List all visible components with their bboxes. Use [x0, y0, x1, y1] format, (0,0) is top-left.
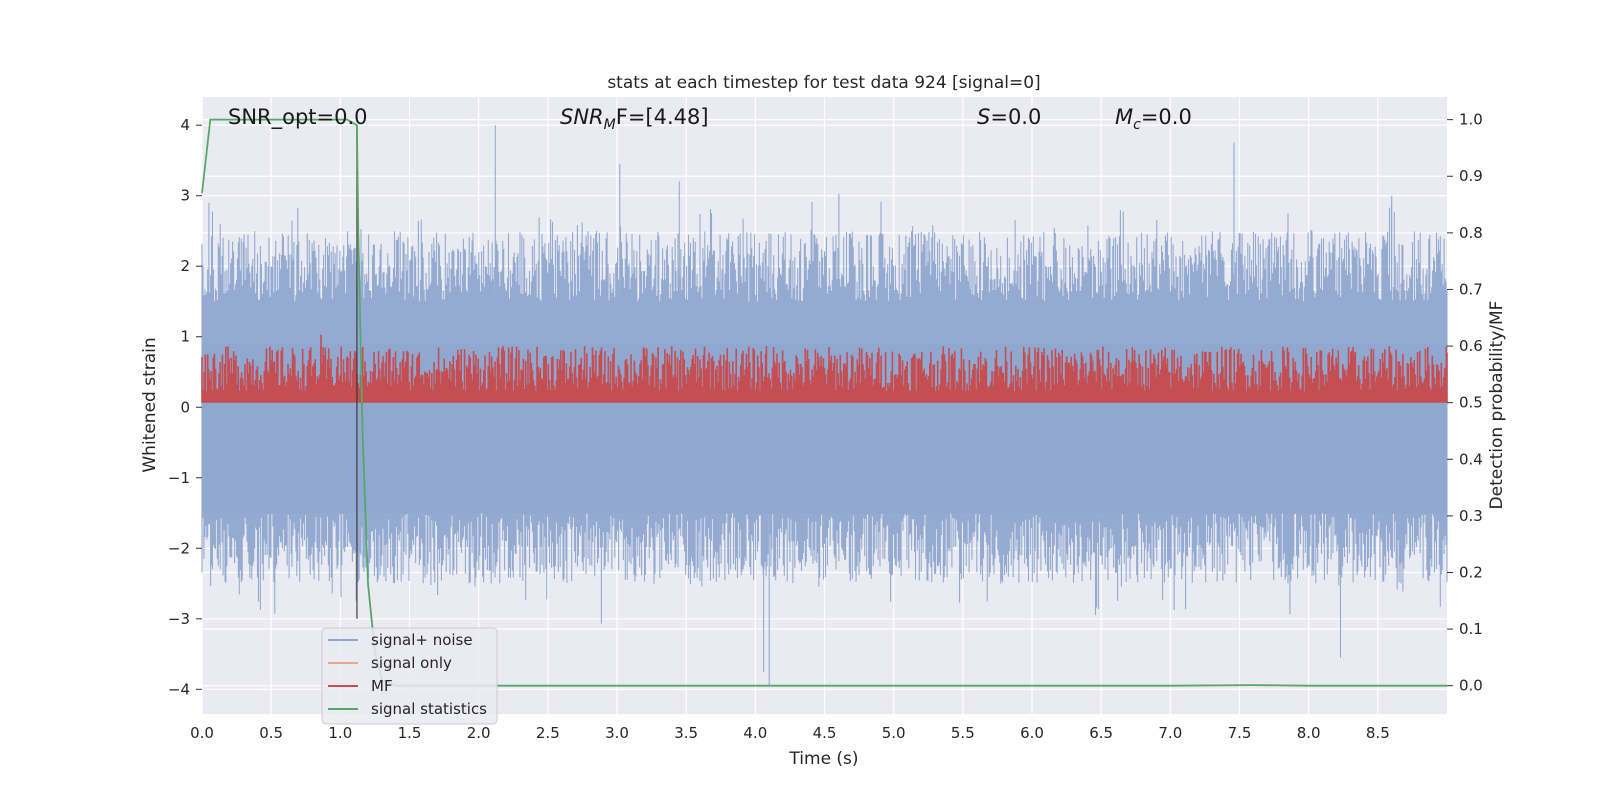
y-tick-label: −1 [168, 469, 190, 487]
x-tick-label: 1.0 [328, 724, 352, 742]
y-axis-label: Whitened strain [140, 337, 160, 472]
y2-axis-ticks: 0.0 0.1 0.2 0.3 0.4 0.5 0.6 0.7 0.8 0.9 1.0 [1447, 111, 1483, 695]
x-tick-label: 3.0 [605, 724, 629, 742]
legend-label-signal-only: signal only [371, 654, 452, 672]
y2-axis-label: Detection probability/MF [1487, 301, 1507, 510]
annotation-snr-mf-sub: M [604, 117, 616, 133]
mf-trace [201, 334, 1448, 403]
y2-tick-label: 0.8 [1459, 224, 1483, 242]
annotation-s-value: =0.0 [990, 105, 1041, 129]
x-tick-label: 0.5 [259, 724, 283, 742]
x-tick-label: 2.5 [536, 724, 560, 742]
y2-tick-label: 0.6 [1459, 337, 1483, 355]
x-tick-label: 5.5 [951, 724, 975, 742]
x-tick-label: 2.0 [467, 724, 491, 742]
annotation-mc-sub: c [1133, 117, 1141, 133]
annotation-mc-label: M [1115, 105, 1133, 129]
annotation-snr-mf-main: SNR [560, 105, 604, 129]
y2-tick-label: 1.0 [1459, 111, 1483, 129]
y-tick-label: −2 [168, 539, 190, 557]
y2-tick-label: 0.2 [1459, 563, 1483, 581]
y2-tick-label: 0.9 [1459, 167, 1483, 185]
y2-tick-label: 0.3 [1459, 507, 1483, 525]
y-tick-label: 4 [180, 116, 190, 134]
x-tick-label: 1.5 [398, 724, 422, 742]
y-tick-label: 0 [180, 398, 190, 416]
x-tick-label: 0.0 [190, 724, 214, 742]
x-tick-label: 8.5 [1366, 724, 1390, 742]
x-tick-label: 4.5 [813, 724, 837, 742]
legend-label-mf: MF [371, 677, 393, 695]
annotation-snr-opt: SNR_opt=0.0 [228, 105, 368, 130]
x-tick-label: 7.5 [1228, 724, 1252, 742]
y-tick-label: 2 [180, 257, 190, 275]
y2-tick-label: 0.5 [1459, 394, 1483, 412]
x-tick-label: 6.5 [1089, 724, 1113, 742]
x-tick-label: 6.0 [1020, 724, 1044, 742]
legend-label-signal-noise: signal+ noise [371, 631, 473, 649]
legend-box [321, 627, 498, 725]
y2-tick-label: 0.4 [1459, 450, 1483, 468]
y-tick-label: 3 [180, 187, 190, 205]
annotation-snr-mf-tail: F=[4.48] [616, 105, 709, 129]
y-tick-label: −3 [168, 610, 190, 628]
annotation-mc-value: =0.0 [1141, 105, 1192, 129]
x-tick-label: 3.5 [674, 724, 698, 742]
x-tick-label: 5.0 [882, 724, 906, 742]
series-mf [201, 334, 1448, 403]
x-axis-label: Time (s) [788, 749, 858, 769]
annotation-s-label: S [977, 105, 990, 129]
x-tick-label: 4.0 [743, 724, 767, 742]
annotation-mc: Mc=0.0 [1115, 105, 1192, 133]
x-tick-label: 8.0 [1297, 724, 1321, 742]
x-axis-ticks: 0.0 0.5 1.0 1.5 2.0 2.5 3.0 3.5 4.0 4.5 5.0 5.5 6.0 6… [190, 724, 1390, 742]
y2-tick-label: 0.7 [1459, 280, 1483, 298]
y-tick-label: −4 [168, 680, 190, 698]
chart-title: stats at each timestep for test data 924… [607, 73, 1040, 93]
y-tick-label: 1 [180, 328, 190, 346]
legend-label-signal-statistics: signal statistics [371, 700, 487, 718]
x-tick-label: 7.0 [1158, 724, 1182, 742]
legend: signal+ noise signal only MF signal stat… [321, 627, 498, 725]
y2-tick-label: 0.0 [1459, 677, 1483, 695]
y2-tick-label: 0.1 [1459, 620, 1483, 638]
annotation-snr-mf: SNRMF=[4.48] [560, 105, 709, 133]
annotation-s: S=0.0 [977, 105, 1041, 129]
y-axis-ticks: −4 −3 −2 −1 0 1 2 3 4 [168, 116, 202, 698]
